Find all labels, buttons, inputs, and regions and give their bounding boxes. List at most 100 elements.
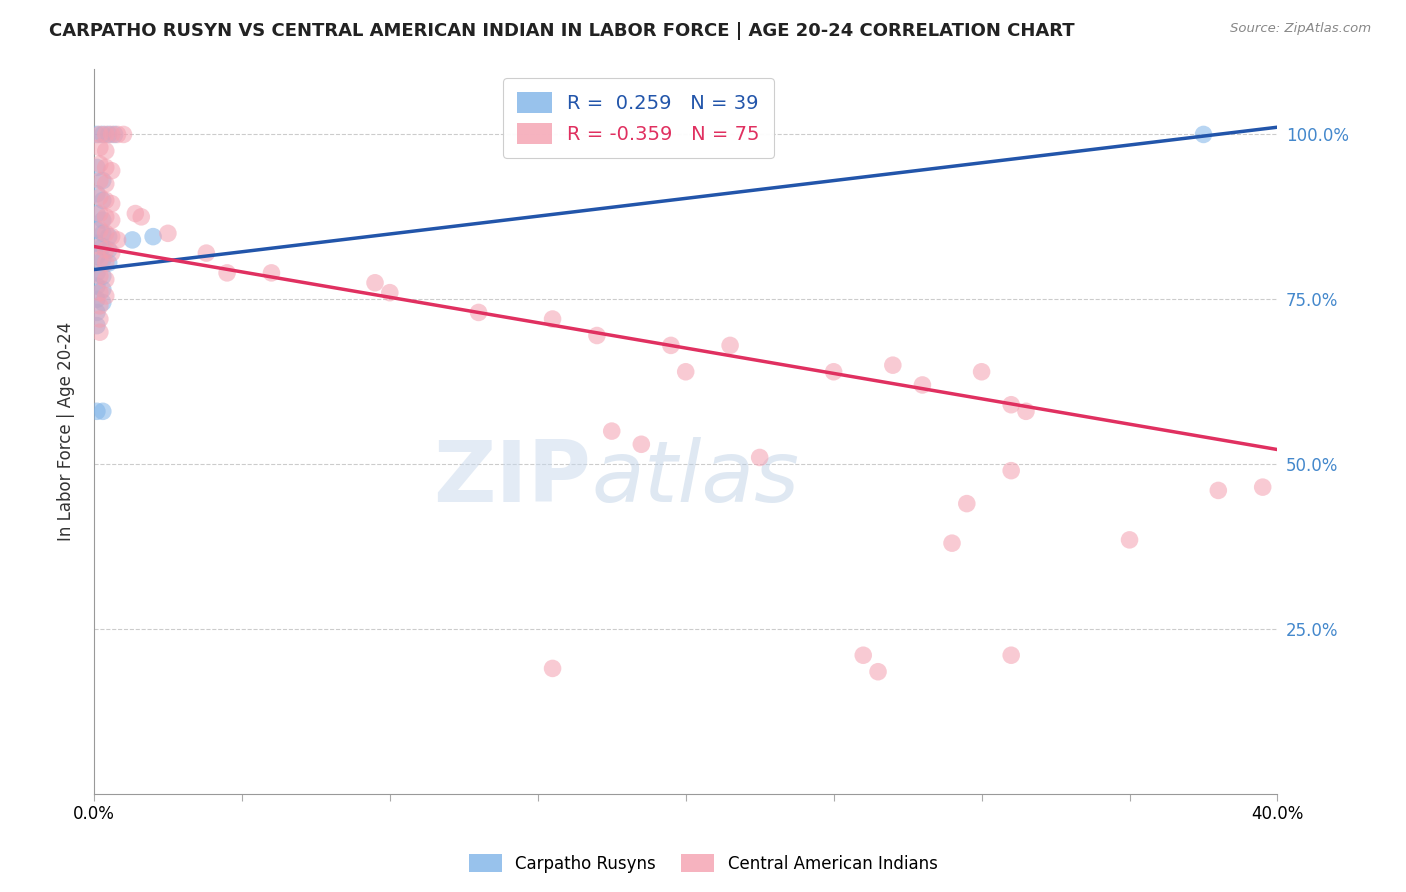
Point xyxy=(378,285,401,300)
Point xyxy=(91,194,114,208)
Legend: R =  0.259   N = 39, R = -0.359   N = 75: R = 0.259 N = 39, R = -0.359 N = 75 xyxy=(503,78,773,158)
Text: Source: ZipAtlas.com: Source: ZipAtlas.com xyxy=(1230,22,1371,36)
Point xyxy=(107,128,129,142)
Point xyxy=(541,661,564,675)
Point xyxy=(1251,480,1274,494)
Point xyxy=(956,497,979,511)
Point xyxy=(89,325,111,339)
Point xyxy=(97,243,120,257)
Point xyxy=(86,128,108,142)
Point xyxy=(86,404,108,418)
Point xyxy=(852,648,875,663)
Point xyxy=(94,161,117,175)
Point xyxy=(91,213,114,227)
Point xyxy=(217,266,239,280)
Point xyxy=(86,161,108,175)
Point xyxy=(91,227,114,241)
Point xyxy=(91,295,114,310)
Text: atlas: atlas xyxy=(591,437,799,520)
Point xyxy=(1192,128,1215,142)
Point xyxy=(89,312,111,326)
Point xyxy=(86,249,108,263)
Point xyxy=(89,206,111,220)
Point xyxy=(89,128,111,142)
Point xyxy=(97,128,120,142)
Point xyxy=(94,243,117,257)
Point xyxy=(86,206,108,220)
Point xyxy=(718,338,741,352)
Text: CARPATHO RUSYN VS CENTRAL AMERICAN INDIAN IN LABOR FORCE | AGE 20-24 CORRELATION: CARPATHO RUSYN VS CENTRAL AMERICAN INDIA… xyxy=(49,22,1074,40)
Point xyxy=(467,305,489,319)
Point xyxy=(100,196,122,211)
Point xyxy=(260,266,283,280)
Point xyxy=(1000,398,1022,412)
Point xyxy=(91,269,114,284)
Point xyxy=(941,536,963,550)
Point xyxy=(89,239,111,253)
Point xyxy=(89,157,111,171)
Point xyxy=(97,256,120,270)
Point xyxy=(89,223,111,237)
Point xyxy=(195,246,218,260)
Point xyxy=(89,141,111,155)
Point xyxy=(89,299,111,313)
Point xyxy=(823,365,845,379)
Point xyxy=(91,404,114,418)
Point xyxy=(541,312,564,326)
Point xyxy=(107,233,129,247)
Point xyxy=(129,210,152,224)
Point xyxy=(86,266,108,280)
Text: ZIP: ZIP xyxy=(433,437,591,520)
Point xyxy=(124,206,146,220)
Point xyxy=(89,173,111,187)
Point xyxy=(94,289,117,303)
Point xyxy=(364,276,387,290)
Point xyxy=(1000,464,1022,478)
Legend: Carpatho Rusyns, Central American Indians: Carpatho Rusyns, Central American Indian… xyxy=(461,847,945,880)
Point xyxy=(659,338,682,352)
Point xyxy=(142,229,165,244)
Point xyxy=(86,279,108,293)
Point xyxy=(100,246,122,260)
Point xyxy=(94,256,117,270)
Point xyxy=(156,227,179,241)
Point xyxy=(600,424,623,438)
Point xyxy=(94,227,117,241)
Point xyxy=(1208,483,1230,498)
Point xyxy=(1000,648,1022,663)
Point xyxy=(86,186,108,201)
Point xyxy=(94,128,117,142)
Point xyxy=(94,210,117,224)
Point xyxy=(91,173,114,187)
Point xyxy=(94,272,117,286)
Point xyxy=(97,229,120,244)
Point xyxy=(91,128,114,142)
Point xyxy=(86,305,108,319)
Point xyxy=(630,437,652,451)
Point xyxy=(100,229,122,244)
Point xyxy=(970,365,993,379)
Point xyxy=(1118,533,1140,547)
Point xyxy=(89,252,111,267)
Point xyxy=(91,282,114,296)
Point xyxy=(112,128,135,142)
Point xyxy=(89,269,111,284)
Point xyxy=(586,328,609,343)
Point xyxy=(86,318,108,333)
Point xyxy=(121,233,143,247)
Point xyxy=(86,292,108,306)
Point xyxy=(94,177,117,191)
Point xyxy=(100,163,122,178)
Point xyxy=(748,450,770,465)
Point xyxy=(94,194,117,208)
Point xyxy=(91,239,114,253)
Point xyxy=(882,358,904,372)
Point xyxy=(100,128,122,142)
Point xyxy=(100,213,122,227)
Point xyxy=(675,365,697,379)
Point xyxy=(1015,404,1038,418)
Point xyxy=(94,144,117,158)
Point xyxy=(89,285,111,300)
Point xyxy=(866,665,889,679)
Point xyxy=(104,128,127,142)
